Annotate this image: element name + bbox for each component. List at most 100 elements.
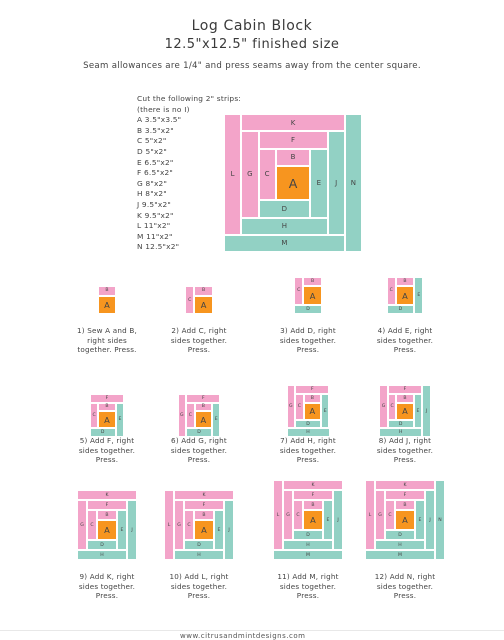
block-piece-d: D — [258, 200, 311, 218]
block-piece-label: M — [398, 552, 402, 558]
block-piece-b: B — [303, 500, 323, 510]
block-piece-e: E — [414, 277, 424, 314]
block-piece-b: B — [194, 402, 212, 412]
block-piece-g: G — [241, 131, 259, 218]
block-piece-b: B — [303, 394, 321, 403]
block-piece-label: A — [402, 290, 408, 301]
step-caption: 4) Add E, right sides together. Press. — [360, 326, 450, 355]
step-caption-line: 1) Sew A and B, — [76, 326, 138, 335]
block-piece-label: A — [288, 175, 298, 191]
block-piece-c: C — [185, 286, 195, 314]
block-piece-f: F — [87, 500, 127, 510]
step-caption-line: Press. — [187, 591, 211, 601]
block-piece-d: D — [293, 530, 323, 540]
cut-list-item: E 6.5"x2" — [137, 157, 174, 167]
cut-list-item: H 8"x2" — [137, 189, 167, 199]
block-piece-e: E — [415, 500, 425, 540]
block-piece-n: N — [344, 114, 362, 252]
block-piece-h: H — [283, 540, 333, 550]
block-piece-c: C — [293, 500, 303, 530]
block-piece-label: B — [105, 288, 109, 294]
block-piece-f: F — [387, 385, 423, 394]
block-piece-label: G — [180, 413, 184, 418]
block-piece-label: F — [403, 492, 407, 498]
block-piece-label: A — [200, 414, 207, 425]
cut-list-item: K 9.5"x2" — [137, 210, 174, 220]
step-caption: 7) Add H, right sides together. Press. — [263, 436, 353, 465]
block-piece-e: E — [323, 500, 333, 540]
footer-divider — [0, 630, 504, 631]
block-piece-e: E — [214, 510, 224, 550]
block-piece-d: D — [184, 540, 214, 550]
block-piece-label: D — [100, 542, 104, 548]
block-piece-c: C — [385, 500, 395, 530]
block-piece-label: E — [316, 179, 322, 187]
block-piece-c: C — [87, 510, 97, 540]
block-piece-label: H — [306, 542, 310, 548]
block-piece-h: H — [379, 428, 423, 437]
step-caption-line: Press. — [296, 345, 320, 355]
block-piece-label: B — [403, 395, 407, 401]
block-piece-label: J — [429, 517, 431, 523]
block-piece-label: K — [290, 118, 296, 127]
step-caption-line: Press. — [296, 455, 320, 465]
block-piece-b: B — [395, 277, 415, 287]
step-caption-line: together. Press. — [77, 345, 137, 355]
block-piece-label: H — [398, 430, 403, 436]
block-piece-label: E — [418, 517, 422, 523]
block-piece-h: H — [77, 550, 127, 560]
step-caption-line: sides together. — [279, 445, 337, 455]
step-caption: 2) Add C, right sides together. Press. — [154, 326, 244, 355]
block-piece-label: G — [381, 404, 386, 410]
block-piece-j: J — [422, 385, 431, 437]
seam-allowance-note: Seam allowances are 1/4" and press seams… — [83, 61, 421, 71]
block-piece-c: C — [186, 402, 195, 429]
block-piece-label: C — [388, 512, 392, 518]
block-piece-label: H — [306, 430, 310, 436]
block-piece-label: A — [104, 414, 110, 425]
block-piece-h: H — [286, 428, 330, 437]
block-piece-g: G — [379, 385, 388, 429]
block-piece-b: B — [396, 394, 414, 403]
block-piece-label: A — [104, 525, 110, 535]
block-piece-label: C — [297, 404, 301, 410]
block-piece-label: B — [403, 502, 407, 508]
block-piece-g: G — [177, 394, 187, 437]
block-piece-label: F — [403, 387, 407, 393]
block-piece-a: A — [98, 411, 116, 429]
block-piece-label: L — [368, 512, 372, 518]
block-piece-label: G — [378, 512, 382, 518]
block-piece-d: D — [89, 428, 116, 437]
block-piece-label: M — [306, 552, 310, 558]
block-piece-label: L — [276, 512, 280, 518]
step-caption-line: 12) Add N, right — [374, 572, 436, 581]
block-piece-c: C — [184, 510, 194, 540]
step-caption-line: 9) Add K, right — [79, 572, 135, 581]
block-piece-label: N — [350, 179, 356, 187]
block-piece-a: A — [303, 286, 322, 305]
block-piece-label: F — [202, 502, 206, 508]
block-piece-h: H — [375, 540, 425, 550]
block-piece-label: D — [398, 306, 403, 312]
block-piece-label: E — [416, 408, 420, 414]
step-caption-line: 7) Add H, right — [280, 436, 336, 445]
block-piece-l: L — [365, 480, 375, 550]
block-piece-c: C — [294, 277, 304, 305]
block-piece-label: J — [228, 527, 230, 533]
block-piece-label: D — [398, 532, 402, 538]
step-caption-line: sides together. — [376, 445, 434, 455]
step-caption: 3) Add D, right sides together. Press. — [263, 326, 353, 355]
block-piece-a: A — [97, 295, 117, 314]
block-piece-j: J — [333, 490, 343, 550]
cut-list-item: L 11"x2" — [137, 221, 171, 231]
block-piece-g: G — [283, 490, 293, 540]
block-piece-label: G — [289, 404, 293, 410]
step-caption: 10) Add L, right sides together. Press. — [154, 572, 244, 601]
block-piece-label: C — [92, 412, 96, 418]
step-caption-line: Press. — [296, 591, 320, 601]
block-piece-label: G — [247, 170, 253, 179]
block-piece-label: D — [398, 421, 403, 427]
block-piece-label: J — [337, 517, 339, 523]
block-piece-k: K — [77, 490, 137, 500]
block-piece-f: F — [186, 394, 221, 403]
